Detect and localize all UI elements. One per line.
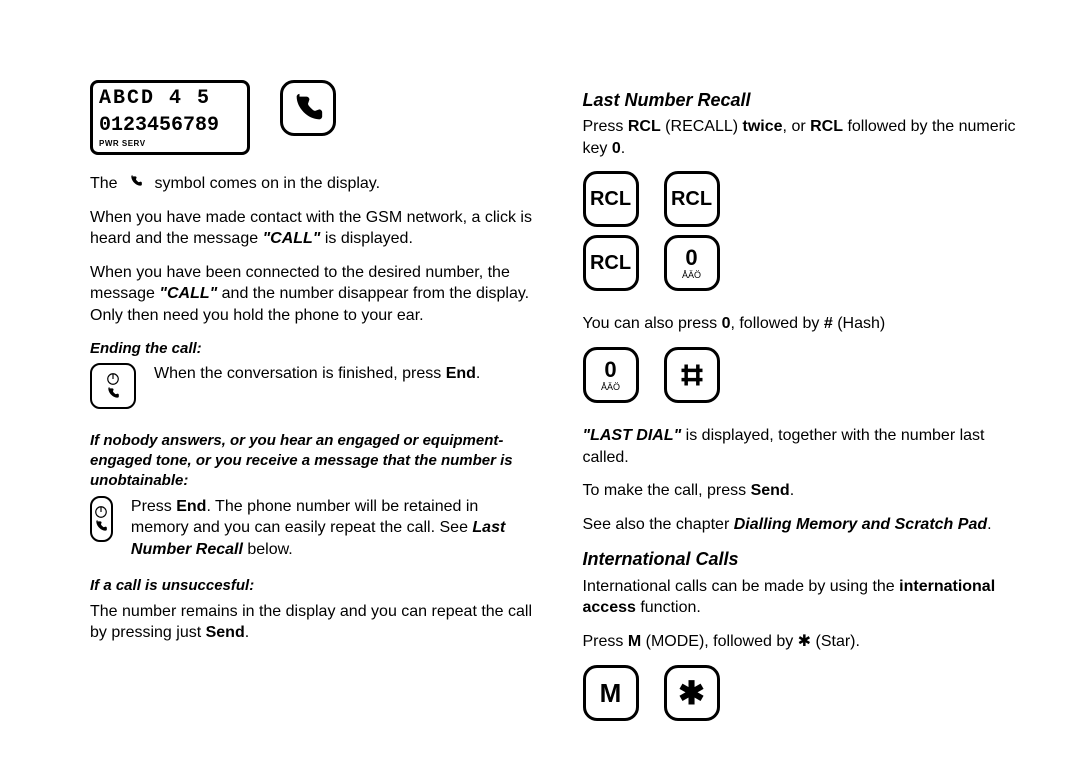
power-icon: [106, 372, 120, 386]
txt-call2: "CALL": [159, 285, 217, 302]
alt-c: (Hash): [833, 315, 885, 332]
mk-a: To make the call, press: [583, 482, 751, 499]
lcd-display: ABCD 4 5 0123456789 PWR SERV: [90, 80, 250, 155]
alt-para: You can also press 0, followed by # (Has…: [583, 313, 1026, 335]
end-text: When the conversation is finished, press…: [154, 363, 480, 385]
alt-hash: #: [824, 315, 833, 332]
intl-a: International calls can be made by using…: [583, 578, 900, 595]
rcl-key-1: RCL: [583, 171, 639, 227]
handset-small-icon: [104, 386, 122, 400]
pm-b: (MODE), followed by ✱ (Star).: [641, 633, 860, 650]
noanswer-line: Press End. The phone number will be reta…: [90, 496, 533, 561]
star-key-label: ✱: [678, 677, 705, 709]
end-key-2: [90, 496, 113, 542]
lastdial-para: "LAST DIAL" is displayed, together with …: [583, 425, 1026, 468]
ld-a: "LAST DIAL": [583, 427, 682, 444]
lnr-c: , or: [783, 118, 811, 135]
para-connected: When you have been connected to the desi…: [90, 262, 533, 327]
m-key-label: M: [600, 680, 622, 706]
heading-noanswer: If nobody answers, or you hear an engage…: [90, 431, 533, 492]
unsucc-text: The number remains in the display and yo…: [90, 601, 533, 644]
lcd-row: ABCD 4 5 0123456789 PWR SERV: [90, 80, 533, 155]
na-c: below.: [243, 541, 293, 558]
rcl-row1: RCL RCL: [583, 171, 1026, 227]
para-symbol: The symbol comes on in the display.: [90, 173, 533, 195]
rcl-row2: RCL 0 ÅÄÖ: [583, 235, 1026, 291]
pressm-para: Press M (MODE), followed by ✱ (Star).: [583, 631, 1026, 653]
intl-b: function.: [636, 599, 701, 616]
heading-intl: International Calls: [583, 547, 1026, 571]
lcd-line2: 0123456789: [99, 112, 241, 139]
para-gsm: When you have made contact with the GSM …: [90, 207, 533, 250]
heading-lnr: Last Number Recall: [583, 88, 1026, 112]
page-root: ABCD 4 5 0123456789 PWR SERV The symbol …: [0, 0, 1080, 769]
end-a: When the conversation is finished, press: [154, 365, 446, 382]
noanswer-text: Press End. The phone number will be reta…: [131, 496, 533, 561]
makecall-para: To make the call, press Send.: [583, 480, 1026, 502]
handset-small-icon-2: [92, 519, 110, 533]
lnr-para: Press RCL (RECALL) twice, or RCL followe…: [583, 116, 1026, 159]
end-c: .: [476, 365, 480, 382]
heading-unsucc: If a call is unsuccesful:: [90, 576, 533, 596]
zero-key-2: 0 ÅÄÖ: [583, 347, 639, 403]
see-ref: Dialling Memory and Scratch Pad: [734, 516, 987, 533]
un-send: Send: [206, 624, 245, 641]
na-a: Press: [131, 498, 176, 515]
pm-a: Press: [583, 633, 628, 650]
txt-2b: is displayed.: [325, 230, 413, 247]
lcd-line1: ABCD 4 5: [99, 85, 241, 112]
rcl-key-2: RCL: [664, 171, 720, 227]
intl-para: International calls can be made by using…: [583, 576, 1026, 619]
txt-call: "CALL": [263, 230, 321, 247]
star-key: ✱: [664, 665, 720, 721]
zero-key-2-label: 0: [604, 359, 616, 381]
rcl-key-3: RCL: [583, 235, 639, 291]
na-end: End: [176, 498, 206, 515]
m-key: M: [583, 665, 639, 721]
mk-send: Send: [751, 482, 790, 499]
lcd-footer: PWR SERV: [99, 139, 241, 150]
m-star-row: M ✱: [583, 665, 1026, 721]
right-column: Last Number Recall Press RCL (RECALL) tw…: [583, 80, 1026, 729]
lnr-rcl2: RCL: [810, 118, 843, 135]
rcl-key-3-label: RCL: [590, 253, 631, 273]
txt-1a: The: [90, 175, 122, 192]
pm-m: M: [628, 633, 641, 650]
zero-key-2-sub: ÅÄÖ: [601, 383, 620, 392]
left-column: ABCD 4 5 0123456789 PWR SERV The symbol …: [90, 80, 533, 729]
lnr-b: (RECALL): [661, 118, 743, 135]
lnr-zero: 0: [612, 140, 621, 157]
un-a: The number remains in the display and yo…: [90, 603, 532, 642]
rcl-key-1-label: RCL: [590, 189, 631, 209]
hash-key: [664, 347, 720, 403]
seealso-para: See also the chapter Dialling Memory and…: [583, 514, 1026, 536]
heading-ending: Ending the call:: [90, 339, 533, 359]
hash-icon: [678, 361, 706, 389]
see-b: .: [987, 516, 991, 533]
handset-key: [280, 80, 336, 136]
alt-b: , followed by: [730, 315, 823, 332]
end-b: End: [446, 365, 476, 382]
handset-icon: [291, 91, 325, 125]
lnr-a: Press: [583, 118, 628, 135]
see-a: See also the chapter: [583, 516, 734, 533]
zero-key-1: 0 ÅÄÖ: [664, 235, 720, 291]
end-key: [90, 363, 136, 409]
zero-key-1-sub: ÅÄÖ: [682, 271, 701, 280]
lnr-rcl: RCL: [628, 118, 661, 135]
txt-1b: symbol comes on in the display.: [154, 175, 380, 192]
alt-a: You can also press: [583, 315, 722, 332]
power-icon-2: [94, 505, 108, 519]
zero-key-1-label: 0: [685, 247, 697, 269]
handset-inline-icon: [126, 173, 146, 195]
lnr-twice: twice: [743, 118, 783, 135]
lnr-e: .: [621, 140, 625, 157]
rcl-key-2-label: RCL: [671, 189, 712, 209]
un-b: .: [245, 624, 249, 641]
mk-b: .: [790, 482, 794, 499]
zero-hash-row: 0 ÅÄÖ: [583, 347, 1026, 403]
end-line: When the conversation is finished, press…: [90, 363, 533, 409]
